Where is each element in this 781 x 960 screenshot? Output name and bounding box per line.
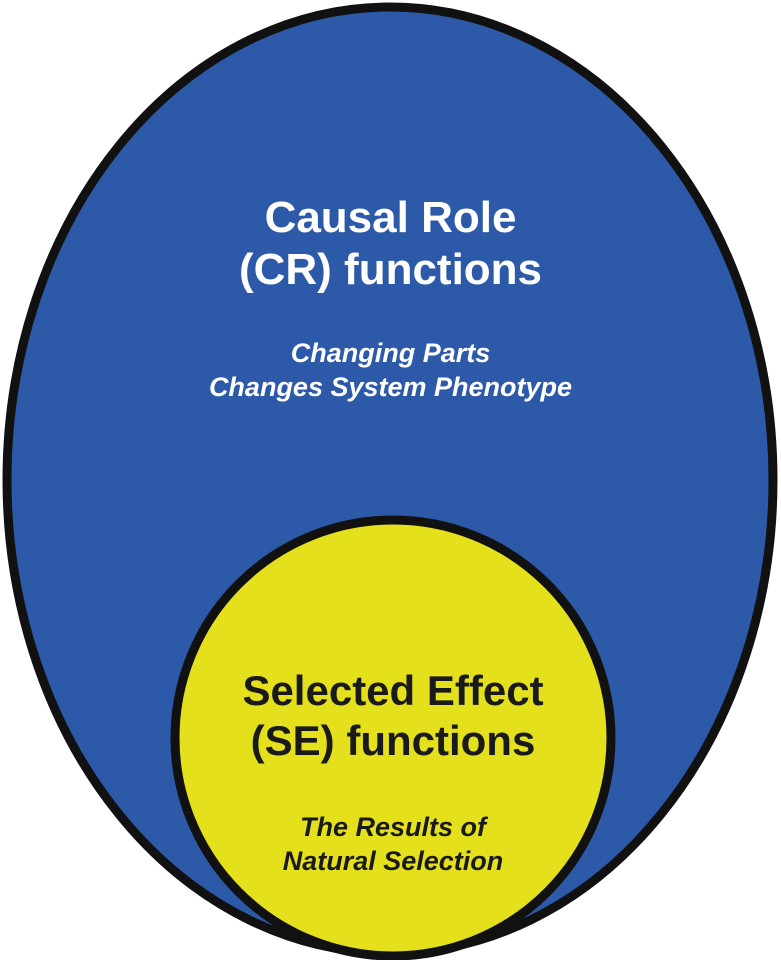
cr-title: Causal Role (CR) functions bbox=[0, 192, 781, 296]
cr-subtitle: Changing Parts Changes System Phenotype bbox=[0, 336, 781, 404]
se-sub-line2: Natural Selection bbox=[282, 846, 504, 876]
cr-sub-line2: Changes System Phenotype bbox=[208, 372, 573, 402]
se-sub-line1: The Results of bbox=[299, 812, 487, 842]
se-circle bbox=[170, 515, 616, 960]
se-title-line2: (SE) functions bbox=[250, 717, 536, 764]
cr-title-line1: Causal Role bbox=[264, 193, 517, 242]
cr-title-line2: (CR) functions bbox=[238, 245, 543, 294]
se-subtitle: The Results of Natural Selection bbox=[0, 810, 781, 878]
se-title-line1: Selected Effect bbox=[242, 667, 544, 714]
cr-sub-line1: Changing Parts bbox=[290, 338, 491, 368]
se-title: Selected Effect (SE) functions bbox=[0, 666, 781, 766]
